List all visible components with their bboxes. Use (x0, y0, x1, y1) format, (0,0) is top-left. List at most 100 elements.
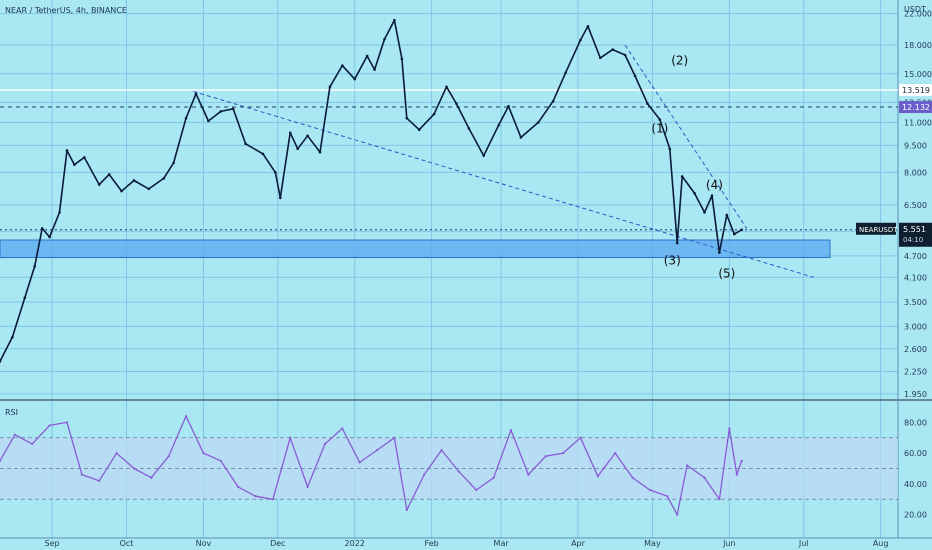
rsi-point[interactable] (254, 495, 257, 498)
rsi-point[interactable] (289, 436, 292, 439)
price-point[interactable] (680, 175, 684, 178)
rsi-point[interactable] (648, 488, 652, 492)
price-point[interactable] (710, 194, 714, 197)
price-point[interactable] (725, 213, 729, 217)
price-point[interactable] (73, 163, 76, 167)
price-point[interactable] (623, 53, 627, 57)
rsi-point[interactable] (13, 433, 16, 436)
rsi-point[interactable] (423, 473, 426, 476)
price-point[interactable] (318, 150, 322, 154)
price-point[interactable] (417, 128, 421, 132)
price-point[interactable] (353, 77, 357, 81)
rsi-point[interactable] (509, 428, 513, 432)
price-point[interactable] (383, 37, 386, 41)
rsi-point[interactable] (718, 498, 721, 501)
rsi-point[interactable] (614, 452, 617, 455)
price-point[interactable] (274, 171, 277, 174)
rsi-point[interactable] (237, 485, 240, 489)
rsi-point[interactable] (271, 498, 274, 501)
price-point[interactable] (231, 107, 235, 111)
rsi-point[interactable] (544, 455, 547, 458)
price-point[interactable] (296, 147, 299, 151)
price-point[interactable] (693, 192, 696, 195)
rsi-point[interactable] (202, 452, 205, 455)
price-point[interactable] (328, 85, 332, 89)
price-point[interactable] (147, 187, 151, 191)
rsi-point[interactable] (631, 476, 634, 479)
rsi-point[interactable] (579, 436, 582, 439)
price-point[interactable] (658, 118, 662, 121)
rsi-point[interactable] (219, 459, 222, 462)
price-point[interactable] (668, 147, 672, 151)
price-point[interactable] (40, 227, 44, 230)
price-point[interactable] (194, 92, 198, 96)
price-point[interactable] (33, 264, 37, 268)
rsi-point[interactable] (735, 473, 738, 476)
price-point[interactable] (400, 57, 404, 61)
price-point[interactable] (83, 156, 86, 159)
price-point[interactable] (586, 24, 590, 28)
rsi-point[interactable] (48, 424, 51, 427)
price-point[interactable] (341, 64, 344, 67)
price-tag[interactable] (899, 222, 932, 247)
rsi-point[interactable] (358, 461, 361, 464)
price-point[interactable] (393, 18, 396, 22)
price-point[interactable] (445, 85, 448, 89)
price-point[interactable] (261, 152, 265, 156)
rsi-point[interactable] (666, 495, 669, 498)
price-point[interactable] (675, 241, 679, 245)
price-point[interactable] (11, 335, 14, 339)
price-point[interactable] (107, 173, 111, 176)
rsi-point[interactable] (0, 459, 2, 462)
price-point[interactable] (599, 56, 602, 60)
price-point[interactable] (306, 134, 309, 138)
level-tag-13519[interactable] (899, 84, 932, 97)
rsi-point[interactable] (728, 427, 731, 430)
price-point[interactable] (718, 251, 721, 254)
rsi-point[interactable] (740, 459, 743, 462)
price-point[interactable] (537, 121, 540, 124)
price-point[interactable] (740, 228, 744, 232)
price-point[interactable] (162, 177, 166, 180)
price-point[interactable] (564, 71, 567, 75)
price-point[interactable] (579, 38, 582, 42)
price-point[interactable] (497, 124, 500, 127)
price-point[interactable] (184, 116, 188, 120)
rsi-point[interactable] (65, 421, 69, 424)
price-point[interactable] (219, 110, 223, 113)
price-point[interactable] (0, 360, 2, 363)
price-point[interactable] (519, 136, 523, 139)
rsi-point[interactable] (167, 455, 170, 458)
rsi-point[interactable] (150, 476, 153, 479)
rsi-point[interactable] (686, 464, 689, 467)
rsi-point[interactable] (341, 427, 344, 430)
price-point[interactable] (48, 235, 51, 239)
rsi-point[interactable] (98, 479, 101, 482)
rsi-point[interactable] (184, 415, 188, 418)
price-point[interactable] (23, 296, 27, 300)
price-point[interactable] (611, 48, 615, 51)
price-point[interactable] (703, 211, 706, 214)
price-point[interactable] (455, 102, 458, 105)
price-point[interactable] (365, 54, 369, 58)
rsi-point[interactable] (703, 476, 706, 479)
price-point[interactable] (65, 149, 69, 152)
rsi-point[interactable] (31, 442, 34, 445)
price-point[interactable] (467, 126, 471, 130)
price-point[interactable] (373, 68, 376, 71)
price-point[interactable] (482, 154, 486, 157)
price-point[interactable] (207, 119, 210, 123)
price-point[interactable] (432, 112, 436, 116)
price-point[interactable] (97, 183, 101, 186)
rsi-point[interactable] (527, 473, 530, 476)
trendline[interactable] (624, 44, 748, 229)
rsi-point[interactable] (475, 488, 478, 492)
rsi-point[interactable] (440, 448, 443, 452)
rsi-point[interactable] (375, 448, 379, 452)
price-point[interactable] (507, 104, 510, 108)
rsi-point[interactable] (492, 476, 495, 479)
price-point[interactable] (551, 99, 555, 103)
level-tag-12132[interactable] (899, 101, 932, 114)
price-point[interactable] (58, 211, 61, 214)
